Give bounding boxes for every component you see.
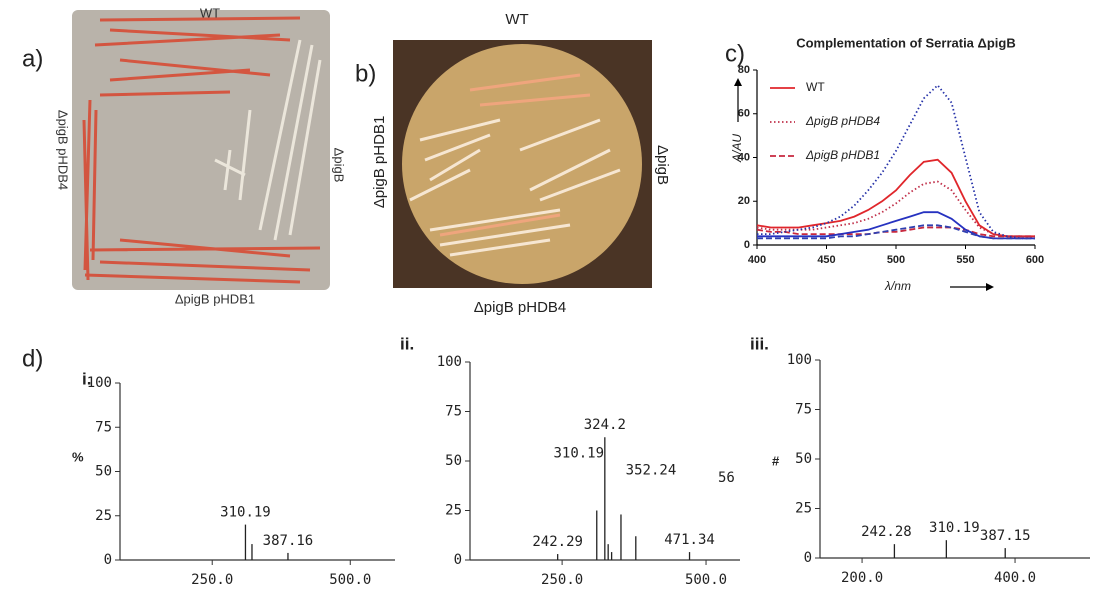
y-tick-label: 75	[445, 404, 462, 420]
x-tick-label: 450	[817, 254, 835, 266]
streaks-b	[409, 118, 621, 257]
series-line	[756, 158, 1035, 238]
x-tick-label: 250.0	[541, 572, 583, 588]
y-tick-label: 40	[738, 151, 750, 163]
plate-label: ΔpigB	[654, 145, 671, 185]
series-line	[757, 224, 1035, 240]
panel-label: a)	[22, 45, 43, 72]
y-axis-label: %	[72, 449, 84, 464]
y-tick-label: 50	[795, 451, 812, 467]
plate-a-bg	[72, 10, 330, 290]
x-tick-label: 600	[1026, 254, 1044, 266]
plate-label: ΔpigB pHDB4	[56, 110, 71, 190]
spectrum-label: ii.	[400, 334, 414, 353]
y-tick-label: 75	[95, 419, 112, 435]
x-tick-label: 500.0	[329, 572, 371, 588]
y-tick-label: 0	[104, 552, 112, 568]
y-axis-label: #	[772, 453, 780, 468]
y-tick-label: 25	[95, 508, 112, 524]
peak-label: 310.19	[553, 446, 604, 462]
panel-label: c)	[725, 40, 745, 67]
streaks-white	[214, 39, 322, 241]
plate-b-dish	[402, 44, 642, 284]
panel-label: b)	[355, 60, 376, 87]
y-tick-label: 0	[744, 239, 750, 251]
series-line	[756, 226, 1035, 238]
x-axis-label: λ/nm	[884, 279, 911, 293]
x-tick-label: 500	[887, 254, 905, 266]
x-tick-label: 200.0	[841, 570, 883, 586]
plate-label: WT	[200, 5, 220, 20]
legend-label: WT	[806, 80, 825, 94]
y-tick-label: 50	[95, 464, 112, 480]
series-line	[756, 180, 1036, 240]
spectrum-label: iii.	[750, 334, 769, 353]
x-tick-label: 550	[956, 254, 974, 266]
plate-label: ΔpigB	[332, 148, 347, 183]
x-tick-label: 250.0	[191, 572, 233, 588]
x-tick-label: 500.0	[685, 572, 727, 588]
peak-label: 310.19	[929, 520, 980, 536]
y-tick-label: 100	[787, 352, 812, 368]
peak-label: 242.29	[532, 534, 583, 550]
y-axis-label: A/AU	[730, 134, 744, 163]
x-tick-label: 400	[748, 254, 766, 266]
axis-arrow-head	[986, 283, 994, 291]
y-tick-label: 0	[804, 550, 812, 566]
plate-label: ΔpigB pHDB4	[474, 299, 567, 316]
plate-label: WT	[505, 11, 528, 28]
spectrum-label: i.	[82, 369, 91, 388]
y-tick-label: 100	[437, 354, 462, 370]
plate-b	[393, 40, 652, 288]
y-tick-label: 20	[738, 195, 750, 207]
y-tick-label: 75	[795, 402, 812, 418]
y-tick-label: 50	[445, 453, 462, 469]
y-tick-label: 25	[795, 501, 812, 517]
panel-label: d)	[22, 345, 43, 372]
axis-arrow-head	[734, 78, 742, 86]
peak-label: 324.2	[584, 417, 626, 433]
y-tick-label: 0	[454, 552, 462, 568]
x-tick-label: 400.0	[994, 570, 1036, 586]
streaks-red	[82, 16, 321, 284]
peak-label: 387.15	[980, 528, 1031, 544]
legend-label: ΔpigB pHDB1	[805, 148, 880, 162]
legend-label: ΔpigB pHDB4	[805, 114, 880, 128]
plate-a	[72, 10, 330, 290]
peak-label: 242.28	[861, 524, 912, 540]
peak-label: 471.34	[664, 532, 715, 548]
peak-label: 387.16	[263, 533, 314, 549]
plate-label: ΔpigB pHDB1	[371, 116, 388, 209]
peak-label: 352.24	[626, 462, 677, 478]
streaks-b-orange	[439, 73, 591, 237]
y-tick-label: 100	[87, 375, 112, 391]
annotation: 56	[718, 470, 735, 486]
y-tick-label: 60	[738, 108, 750, 120]
plate-label: ΔpigB pHDB1	[175, 291, 255, 306]
peak-label: 310.19	[220, 505, 271, 521]
y-tick-label: 25	[445, 503, 462, 519]
chart-title: Complementation of Serratia ΔpigB	[796, 35, 1016, 50]
y-tick-label: 80	[738, 64, 750, 76]
series-line	[757, 83, 1035, 240]
